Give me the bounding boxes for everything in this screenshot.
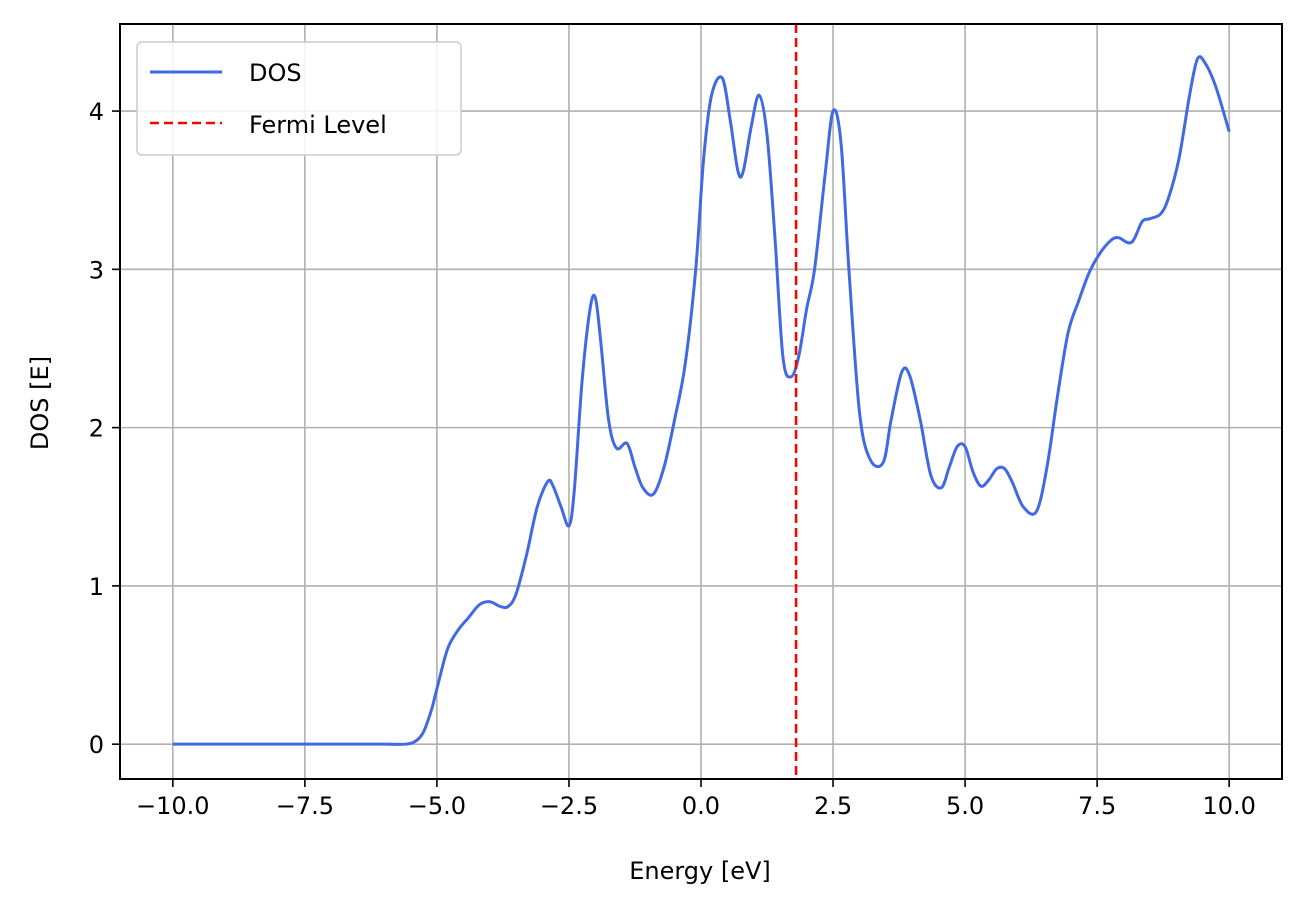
axes: −10.0 −7.5 −5.0 −2.5 0.0 2.5 5.0 7.5 10.0 0 1 2 3 4 (89, 23, 1283, 820)
plot-area (172, 24, 1231, 779)
y-tick-label: 2 (89, 415, 104, 443)
x-tick-label: 10.0 (1202, 792, 1255, 820)
legend: DOS Fermi Level (136, 41, 462, 156)
x-tick-label: 7.5 (1078, 792, 1116, 820)
legend-label-fermi-level: Fermi Level (249, 111, 387, 139)
series-line-dos (172, 55, 1231, 746)
x-tick-label: 0.0 (682, 792, 720, 820)
y-axis-title: DOS [E] (26, 356, 54, 450)
x-tick-label: −2.5 (540, 792, 598, 820)
legend-label-dos: DOS (249, 59, 302, 87)
legend-box (136, 41, 462, 156)
x-tick-label: −5.0 (408, 792, 466, 820)
x-tick-label: −10.0 (136, 792, 210, 820)
x-tick-label: 2.5 (814, 792, 852, 820)
y-tick-label: 1 (89, 573, 104, 601)
x-tick-label: 5.0 (946, 792, 984, 820)
x-tick-label: −7.5 (276, 792, 334, 820)
y-tick-label: 3 (89, 256, 104, 284)
y-tick-label: 0 (89, 731, 104, 759)
y-tick-label: 4 (89, 98, 104, 126)
x-axis-title: Energy [eV] (629, 857, 771, 885)
